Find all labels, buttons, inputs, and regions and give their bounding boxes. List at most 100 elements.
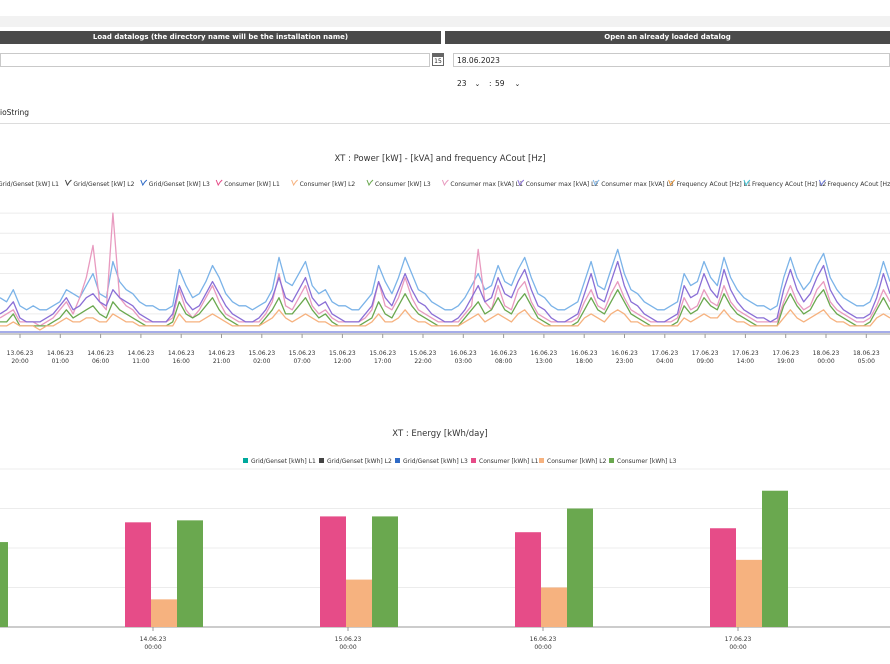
legend-swatch-icon bbox=[243, 458, 248, 463]
date-field[interactable]: 18.06.2023 bbox=[453, 53, 890, 67]
legend-label: Grid/Genset [kWh] L3 bbox=[403, 458, 468, 465]
legend-item-consumer-max-kva-l2[interactable]: Consumer max [kVA] L2 bbox=[517, 179, 599, 188]
legend-item-consumer-kwh-l3[interactable]: Consumer [kWh] L3 bbox=[609, 458, 677, 465]
minute-select[interactable]: 59 ⌄ bbox=[495, 77, 520, 90]
open-datalog-header[interactable]: Open an already loaded datalog bbox=[445, 31, 890, 44]
legend-item-consumer-kw-l2[interactable]: Consumer [kW] L2 bbox=[291, 179, 356, 188]
x-tick-label-time: 01:00 bbox=[52, 358, 69, 365]
x-tick-label-time: 00:00 bbox=[729, 644, 746, 651]
legend-item-consumer-kw-l1[interactable]: Consumer [kW] L1 bbox=[215, 179, 280, 188]
x-tick-label-time: 08:00 bbox=[495, 358, 512, 365]
x-tick-label-date: 15.06.23 bbox=[329, 350, 356, 357]
legend-item-frequency-acout-hz-h[interactable]: Frequency ACout [Hz] [H bbox=[818, 179, 890, 188]
time-separator: : bbox=[489, 79, 492, 88]
x-tick-label-date: 18.06.23 bbox=[813, 350, 840, 357]
x-tick-label-date: 13.06.23 bbox=[7, 350, 34, 357]
x-tick-label-date: 14.06.23 bbox=[140, 636, 167, 643]
bar-consumer-kwh-l3 bbox=[0, 542, 8, 627]
legend-label: Frequency ACout [Hz] L2 bbox=[752, 181, 826, 188]
legend-item-frequency-acout-hz-l1[interactable]: Frequency ACout [Hz] L1 bbox=[668, 179, 751, 188]
legend-item-grid-genset-kw-l3[interactable]: Grid/Genset [kW] L3 bbox=[140, 179, 210, 188]
divider bbox=[0, 123, 890, 124]
x-tick-label-date: 14.06.23 bbox=[128, 350, 155, 357]
series-line-consumer-kw-l2 bbox=[0, 309, 890, 331]
energy-chart-title: XT : Energy [kWh/day] bbox=[392, 429, 487, 439]
legend-item-grid-genset-kwh-l1[interactable]: Grid/Genset [kWh] L1 bbox=[243, 458, 316, 465]
chevron-down-icon: ⌄ bbox=[514, 80, 521, 88]
x-tick-label-date: 17.06.23 bbox=[725, 636, 752, 643]
legend-label: Grid/Genset [kWh] L2 bbox=[327, 458, 392, 465]
x-tick-label-date: 15.06.23 bbox=[248, 350, 275, 357]
x-tick-label-date: 15.06.23 bbox=[369, 350, 396, 357]
legend-swatch-icon bbox=[319, 458, 324, 463]
x-tick-label-time: 17:00 bbox=[374, 358, 391, 365]
bar-consumer-kwh-l1 bbox=[515, 532, 541, 627]
legend-item-consumer-kw-l3[interactable]: Consumer [kW] L3 bbox=[366, 179, 431, 188]
legend-swatch-icon bbox=[471, 458, 476, 463]
date-input-left[interactable] bbox=[0, 53, 430, 67]
legend-item-grid-genset-kw-l1[interactable]: Grid/Genset [kW] L1 bbox=[0, 180, 59, 188]
x-tick-label-time: 03:00 bbox=[455, 358, 472, 365]
legend-item-consumer-kwh-l1[interactable]: Consumer [kWh] L1 bbox=[471, 458, 539, 465]
legend-item-consumer-kwh-l2[interactable]: Consumer [kWh] L2 bbox=[539, 458, 607, 465]
legend-label: Consumer [kW] L1 bbox=[224, 181, 280, 188]
legend-line-icon bbox=[291, 179, 298, 187]
legend-item-frequency-acout-hz-l2[interactable]: Frequency ACout [Hz] L2 bbox=[743, 179, 826, 188]
bar-consumer-kwh-l2 bbox=[151, 599, 177, 627]
x-tick-label-time: 09:00 bbox=[696, 358, 713, 365]
hour-select[interactable]: 23 ⌄ bbox=[457, 77, 480, 90]
bar-consumer-kwh-l3 bbox=[762, 490, 788, 627]
x-tick-label-time: 12:00 bbox=[334, 358, 351, 365]
legend-item-consumer-max-kva-l3[interactable]: Consumer max [kVA] L3 bbox=[592, 179, 674, 188]
calendar-icon-day: 15 bbox=[434, 58, 442, 65]
legend-item-grid-genset-kwh-l2[interactable]: Grid/Genset [kWh] L2 bbox=[319, 458, 392, 465]
legend-label: Consumer [kWh] L3 bbox=[617, 458, 677, 465]
x-tick-label-date: 15.06.23 bbox=[289, 350, 316, 357]
legend-swatch-icon bbox=[395, 458, 400, 463]
bar-consumer-kwh-l1 bbox=[125, 522, 151, 627]
bar-consumer-kwh-l3 bbox=[567, 508, 593, 627]
x-tick-label-time: 02:00 bbox=[253, 358, 270, 365]
legend-label: Consumer [kWh] L1 bbox=[479, 458, 539, 465]
legend-label: Consumer [kW] L2 bbox=[300, 181, 356, 188]
legend-line-icon bbox=[517, 179, 525, 187]
bar-consumer-kwh-l2 bbox=[736, 559, 762, 627]
legend-line-icon bbox=[668, 179, 675, 187]
legend-line-icon bbox=[215, 179, 223, 187]
x-tick-label-date: 16.06.23 bbox=[490, 350, 517, 357]
legend-item-consumer-max-kva-l1[interactable]: Consumer max [kVA] L1 bbox=[441, 179, 523, 188]
calendar-icon[interactable]: 15 bbox=[432, 53, 444, 66]
legend-item-grid-genset-kw-l2[interactable]: Grid/Genset [kW] L2 bbox=[64, 179, 135, 188]
load-datalogs-header[interactable]: Load datalogs (the directory name will b… bbox=[0, 31, 441, 44]
legend-label: Frequency ACout [Hz] L1 bbox=[677, 181, 751, 188]
x-tick-label-date: 16.06.23 bbox=[611, 350, 638, 357]
legend-item-grid-genset-kwh-l3[interactable]: Grid/Genset [kWh] L3 bbox=[395, 458, 468, 465]
x-tick-label-time: 00:00 bbox=[817, 358, 834, 365]
bar-consumer-kwh-l1 bbox=[710, 528, 736, 627]
x-tick-label-date: 17.06.23 bbox=[651, 350, 678, 357]
series-line-consumer-max-kva-l2 bbox=[0, 260, 890, 323]
series-line-consumer-max-kva-l1 bbox=[0, 212, 890, 327]
x-tick-label-time: 21:00 bbox=[213, 358, 230, 365]
x-tick-label-time: 13:00 bbox=[535, 358, 552, 365]
legend-swatch-icon bbox=[609, 458, 614, 463]
legend-label: Consumer max [kVA] L2 bbox=[526, 181, 599, 188]
legend-label: Grid/Genset [kW] L1 bbox=[0, 181, 59, 188]
x-tick-label-date: 16.06.23 bbox=[530, 636, 557, 643]
top-band bbox=[0, 16, 890, 27]
series-line-consumer-max-kva-l3 bbox=[0, 248, 890, 311]
legend-label: Consumer max [kVA] L1 bbox=[450, 181, 523, 188]
x-tick-label-time: 06:00 bbox=[92, 358, 109, 365]
x-tick-label-date: 16.06.23 bbox=[531, 350, 558, 357]
bar-consumer-kwh-l2 bbox=[346, 579, 372, 627]
legend-line-icon bbox=[140, 179, 148, 187]
x-tick-label-time: 05:00 bbox=[858, 358, 875, 365]
x-tick-label-time: 00:00 bbox=[339, 644, 356, 651]
legend-swatch-icon bbox=[539, 458, 544, 463]
x-tick-label-time: 16:00 bbox=[173, 358, 190, 365]
minute-value: 59 bbox=[495, 79, 505, 88]
legend-line-icon bbox=[743, 179, 751, 187]
x-tick-label-time: 07:00 bbox=[293, 358, 310, 365]
legend-line-icon bbox=[818, 179, 826, 187]
radio-label-iostring[interactable]: ioString bbox=[0, 108, 30, 117]
